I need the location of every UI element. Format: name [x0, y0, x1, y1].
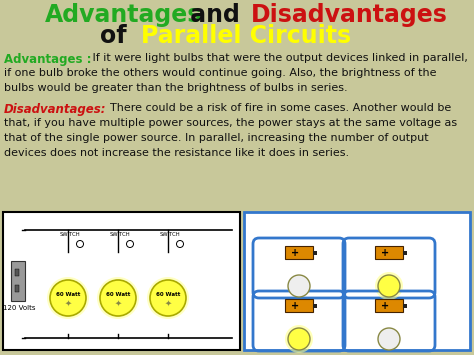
Text: Disadvantages:: Disadvantages:: [4, 103, 107, 116]
Text: ✦: ✦: [164, 299, 172, 307]
Bar: [3, 212, 240, 350]
Circle shape: [50, 280, 86, 316]
Text: +: +: [381, 301, 389, 311]
Circle shape: [288, 275, 310, 297]
Circle shape: [97, 277, 139, 319]
Text: and: and: [182, 3, 248, 27]
Bar: [403, 251, 407, 255]
Bar: [11, 261, 25, 301]
Text: Disadvantages: Disadvantages: [251, 3, 447, 27]
Text: 60 Watt: 60 Watt: [156, 291, 180, 296]
Bar: [15, 285, 19, 292]
Text: There could be a risk of fire in some cases. Another would be: There could be a risk of fire in some ca…: [103, 103, 451, 113]
Circle shape: [378, 275, 400, 297]
Text: 60 Watt: 60 Watt: [56, 291, 80, 296]
Circle shape: [76, 240, 83, 247]
Text: if one bulb broke the others would continue going. Also, the brightness of the: if one bulb broke the others would conti…: [4, 68, 437, 78]
Bar: [313, 251, 317, 255]
Circle shape: [150, 280, 186, 316]
Text: SWITCH: SWITCH: [109, 232, 130, 237]
Circle shape: [147, 277, 189, 319]
Circle shape: [47, 277, 89, 319]
Bar: [15, 269, 19, 276]
Text: +: +: [291, 248, 299, 258]
Circle shape: [285, 325, 313, 353]
Bar: [375, 246, 403, 259]
Bar: [375, 299, 403, 312]
Circle shape: [378, 328, 400, 350]
Circle shape: [176, 240, 183, 247]
Text: Advantages: Advantages: [46, 3, 203, 27]
Text: SWITCH: SWITCH: [60, 232, 80, 237]
Bar: [403, 304, 407, 308]
Circle shape: [288, 328, 310, 350]
Circle shape: [127, 240, 134, 247]
Bar: [285, 299, 313, 312]
Bar: [313, 304, 317, 308]
Text: If it were light bulbs that were the output devices linked in parallel,: If it were light bulbs that were the out…: [89, 53, 468, 63]
Text: SWITCH: SWITCH: [160, 232, 180, 237]
Text: Advantages :: Advantages :: [4, 53, 91, 66]
Text: bulbs would be greater than the brightness of bulbs in series.: bulbs would be greater than the brightne…: [4, 83, 347, 93]
Text: ✦: ✦: [64, 299, 72, 307]
Bar: [285, 246, 313, 259]
Bar: [244, 212, 470, 350]
Text: that, if you have multiple power sources, the power stays at the same voltage as: that, if you have multiple power sources…: [4, 118, 457, 128]
Text: 120 Volts: 120 Volts: [3, 305, 35, 311]
Text: Parallel Circuits: Parallel Circuits: [141, 24, 351, 48]
Text: devices does not increase the resistance like it does in series.: devices does not increase the resistance…: [4, 148, 349, 158]
Text: 60 Watt: 60 Watt: [106, 291, 130, 296]
Text: +: +: [381, 248, 389, 258]
Circle shape: [375, 272, 403, 300]
Text: +: +: [291, 301, 299, 311]
Text: that of the single power source. In parallel, increasing the number of output: that of the single power source. In para…: [4, 133, 428, 143]
Circle shape: [100, 280, 136, 316]
Text: of: of: [100, 24, 135, 48]
Text: ✦: ✦: [115, 299, 121, 307]
